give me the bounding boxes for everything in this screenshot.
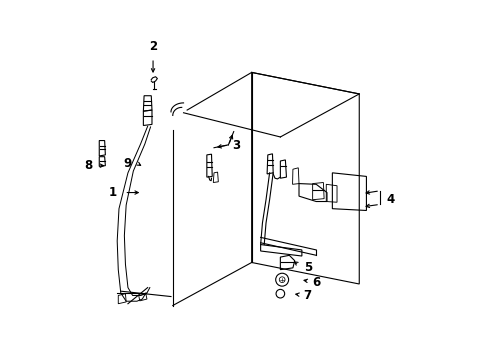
Text: 6: 6 (312, 276, 320, 289)
Text: 5: 5 (303, 261, 311, 274)
Text: 4: 4 (386, 193, 394, 206)
Text: 9: 9 (123, 157, 131, 170)
Text: 2: 2 (149, 40, 157, 53)
Text: 3: 3 (231, 139, 240, 152)
Text: 7: 7 (303, 289, 311, 302)
Text: 1: 1 (109, 186, 117, 199)
Text: 8: 8 (83, 159, 92, 172)
